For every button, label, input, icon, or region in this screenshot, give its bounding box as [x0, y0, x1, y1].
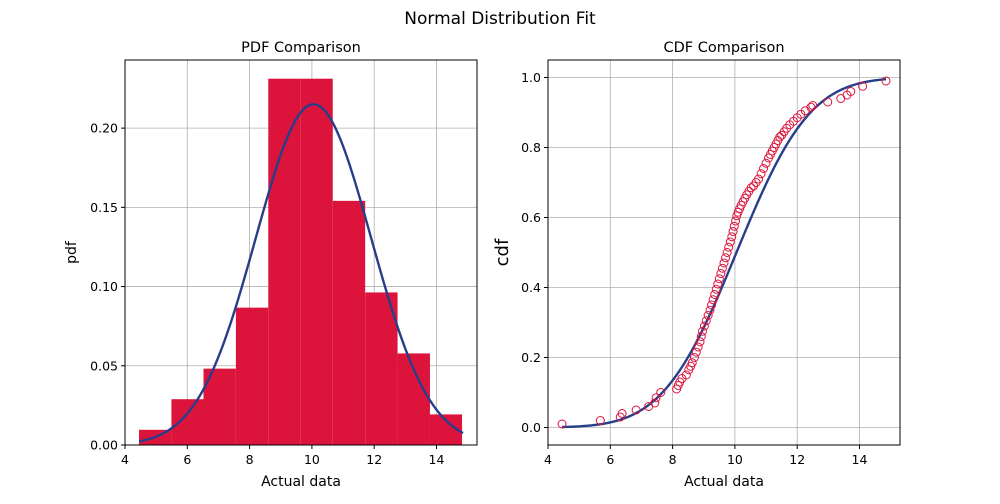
- cdf-point: [617, 409, 627, 418]
- x-tick-label: 6: [183, 452, 191, 467]
- cdf-point: [881, 76, 891, 86]
- pdf-fit-curve: [138, 103, 464, 443]
- cdf-point: [693, 342, 703, 352]
- cdf-point: [717, 263, 727, 273]
- pdf-x-ticks: 4 6 8 10 12 14: [121, 445, 445, 467]
- histogram-bar: [300, 78, 333, 446]
- histogram-bar: [268, 78, 301, 446]
- cdf-point: [729, 221, 739, 231]
- cdf-point: [651, 393, 661, 403]
- cdf-point: [708, 295, 718, 305]
- cdf-point: [713, 279, 723, 289]
- cdf-point: [808, 101, 818, 110]
- cdf-y-ticks: 0.0 0.2 0.4 0.6 0.8 1.0: [521, 70, 548, 435]
- pdf-x-label: Actual data: [261, 474, 341, 490]
- cdf-x-label: Actual data: [684, 474, 764, 490]
- x-tick-label: 4: [544, 452, 552, 467]
- cdf-point: [691, 347, 701, 357]
- pdf-y-ticks: 0.00 0.05 0.10 0.15 0.20: [90, 121, 125, 453]
- cdf-axes-frame: [547, 59, 901, 446]
- cdf-points: [557, 76, 891, 429]
- pdf-axes-frame: [124, 59, 478, 446]
- x-tick-label: 8: [669, 452, 677, 467]
- x-tick-label: 14: [429, 452, 445, 467]
- cdf-grid: [547, 60, 900, 445]
- cdf-point: [721, 253, 731, 263]
- cdf-point: [595, 416, 605, 425]
- cdf-point: [716, 269, 726, 278]
- cdf-point: [724, 242, 734, 252]
- cdf-point: [823, 97, 833, 107]
- y-tick-label: 0.20: [90, 121, 118, 136]
- y-tick-label: 0.0: [521, 420, 541, 435]
- x-tick-label: 6: [606, 452, 614, 467]
- cdf-point: [710, 290, 720, 299]
- x-tick-label: 10: [304, 452, 320, 467]
- cdf-point: [656, 388, 666, 397]
- histogram-bar: [235, 307, 269, 445]
- pdf-panel: 4 6 8 10 12 14 0.00 0.05 0.10 0.15 0.20 PDF Compa…: [64, 40, 478, 490]
- x-tick-label: 12: [366, 452, 382, 467]
- histogram-bar: [365, 292, 398, 445]
- cdf-point: [731, 216, 741, 226]
- y-tick-label: 0.10: [90, 279, 118, 294]
- cdf-point: [698, 326, 708, 336]
- x-tick-label: 14: [852, 452, 868, 467]
- cdf-point: [696, 332, 706, 341]
- histogram-bar: [332, 200, 366, 445]
- y-tick-label: 0.4: [521, 280, 541, 295]
- x-tick-label: 4: [121, 452, 129, 467]
- cdf-point: [756, 169, 766, 179]
- pdf-bars: [139, 78, 463, 446]
- cdf-point: [695, 337, 705, 347]
- cdf-point: [631, 405, 641, 415]
- y-tick-label: 0.00: [90, 438, 118, 453]
- cdf-point: [705, 305, 715, 315]
- cdf-point: [727, 232, 737, 242]
- cdf-point: [557, 419, 567, 429]
- cdf-point: [722, 248, 732, 257]
- y-tick-label: 0.05: [90, 358, 118, 373]
- y-tick-label: 0.8: [521, 140, 541, 155]
- cdf-point: [725, 237, 735, 247]
- cdf-point: [703, 311, 713, 320]
- cdf-point: [759, 164, 769, 173]
- cdf-point: [711, 284, 721, 294]
- cdf-point: [806, 102, 816, 112]
- cdf-point: [728, 227, 738, 236]
- cdf-point: [754, 174, 764, 184]
- cdf-point: [701, 316, 711, 326]
- cdf-point: [846, 87, 856, 96]
- x-tick-label: 12: [789, 452, 805, 467]
- pdf-y-label: pdf: [64, 240, 80, 264]
- cdf-point: [714, 274, 724, 284]
- cdf-y-label: cdf: [492, 238, 513, 266]
- cdf-point: [746, 183, 756, 193]
- cdf-point: [858, 81, 868, 91]
- cdf-point: [650, 398, 660, 408]
- cdf-point: [719, 258, 729, 268]
- cdf-point: [707, 300, 717, 310]
- cdf-point: [775, 132, 785, 142]
- cdf-point: [689, 353, 699, 362]
- x-tick-label: 8: [246, 452, 254, 467]
- cdf-x-ticks: 4 6 8 10 12 14: [544, 445, 868, 467]
- y-tick-label: 1.0: [521, 70, 541, 85]
- y-tick-label: 0.15: [90, 200, 118, 215]
- histogram-bar: [171, 399, 204, 445]
- cdf-point: [761, 158, 771, 168]
- y-tick-label: 0.6: [521, 210, 541, 225]
- x-tick-label: 10: [727, 452, 743, 467]
- cdf-fit-curve: [561, 77, 887, 429]
- cdf-point: [687, 358, 697, 368]
- cdf-panel: 4 6 8 10 12 14 0.0 0.2 0.4 0.6 0.8 1.0 CDF Compari…: [492, 40, 901, 490]
- cdf-title: CDF Comparison: [663, 40, 784, 56]
- cdf-point: [699, 321, 709, 331]
- pdf-title: PDF Comparison: [241, 40, 361, 56]
- figure-title: Normal Distribution Fit: [404, 9, 596, 29]
- y-tick-label: 0.2: [521, 350, 541, 365]
- cdf-point: [681, 370, 691, 380]
